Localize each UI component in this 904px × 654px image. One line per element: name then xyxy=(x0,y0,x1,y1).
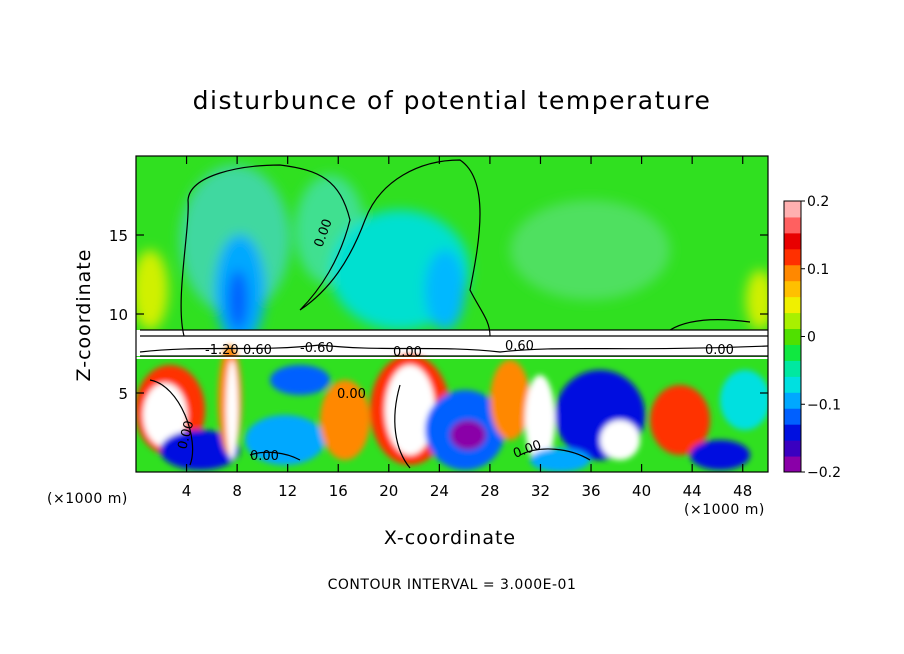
contour-label: -1.20 xyxy=(205,343,239,358)
contour-interval-note: CONTOUR INTERVAL = 3.000E-01 xyxy=(327,577,577,593)
colorbar-swatch xyxy=(784,216,801,234)
colorbar-tick-label: −0.1 xyxy=(807,397,841,413)
colorbar-swatch xyxy=(784,201,801,218)
colorbar-tick-label: 0.1 xyxy=(807,262,829,278)
y-tick-label: 10 xyxy=(109,306,128,324)
x-axis: 4 8 12 16 20 24 28 32 36 40 44 48 xyxy=(182,156,752,500)
contour-label: 0.00 xyxy=(175,419,197,451)
y-axis-unit: (×1000 m) xyxy=(47,491,128,507)
colorbar-swatch xyxy=(784,312,801,330)
lower-anomalies xyxy=(136,345,768,472)
contour-label: 0.60 xyxy=(505,339,534,354)
colorbar-tick-label: 0 xyxy=(807,330,816,346)
contour-lines xyxy=(139,159,768,469)
x-tick-label: 24 xyxy=(430,482,449,500)
colorbar-swatch xyxy=(784,248,801,266)
colorbar-swatch xyxy=(784,328,801,345)
colorbar-swatch xyxy=(784,424,801,441)
y-tick-label: 15 xyxy=(109,227,128,245)
chart-title: disturbunce of potential temperature xyxy=(192,86,712,115)
y-axis: 5 10 15 xyxy=(109,227,768,403)
x-tick-label: 36 xyxy=(581,482,600,500)
colorbar-tick-label: 0.2 xyxy=(807,194,829,210)
contour-label: 0.00 xyxy=(337,387,366,402)
contour-label: 0.00 xyxy=(393,345,422,360)
colorbar-swatch xyxy=(784,280,801,298)
x-tick-label: 20 xyxy=(379,482,398,500)
colorbar-swatch xyxy=(784,392,801,409)
colorbar-swatch xyxy=(784,376,801,393)
heatmap-field xyxy=(136,156,768,472)
contour-label: -0.60 xyxy=(300,341,334,356)
contour-label: 0.00 xyxy=(705,343,734,358)
x-tick-label: 4 xyxy=(182,482,192,500)
colorbar-swatch xyxy=(784,440,801,457)
x-tick-label: 32 xyxy=(531,482,550,500)
colorbar-swatch xyxy=(784,296,801,314)
x-tick-label: 16 xyxy=(329,482,348,500)
colorbar-swatch xyxy=(784,232,801,250)
colorbar-swatch xyxy=(784,264,801,282)
transition-band xyxy=(136,330,768,356)
colorbar-swatch xyxy=(784,344,801,361)
colorbar-swatch xyxy=(784,408,801,425)
x-tick-label: 8 xyxy=(232,482,242,500)
x-axis-unit: (×1000 m) xyxy=(684,502,765,518)
y-tick-label: 5 xyxy=(118,385,128,403)
colorbar: 0.2 0.1 0 −0.1 −0.2 xyxy=(783,194,841,481)
x-tick-label: 40 xyxy=(632,482,651,500)
colorbar-swatch xyxy=(784,360,801,377)
colorbar-tick-label: −0.2 xyxy=(807,465,841,481)
contour-label: 0.60 xyxy=(243,343,272,358)
x-tick-label: 48 xyxy=(733,482,752,500)
y-axis-label: Z-coordinate xyxy=(73,248,95,382)
x-tick-label: 44 xyxy=(683,482,702,500)
contour-label: 0.00 xyxy=(250,449,279,464)
colorbar-swatch xyxy=(784,456,801,473)
x-tick-label: 12 xyxy=(278,482,297,500)
x-tick-label: 28 xyxy=(480,482,499,500)
x-axis-label: X-coordinate xyxy=(383,527,517,549)
